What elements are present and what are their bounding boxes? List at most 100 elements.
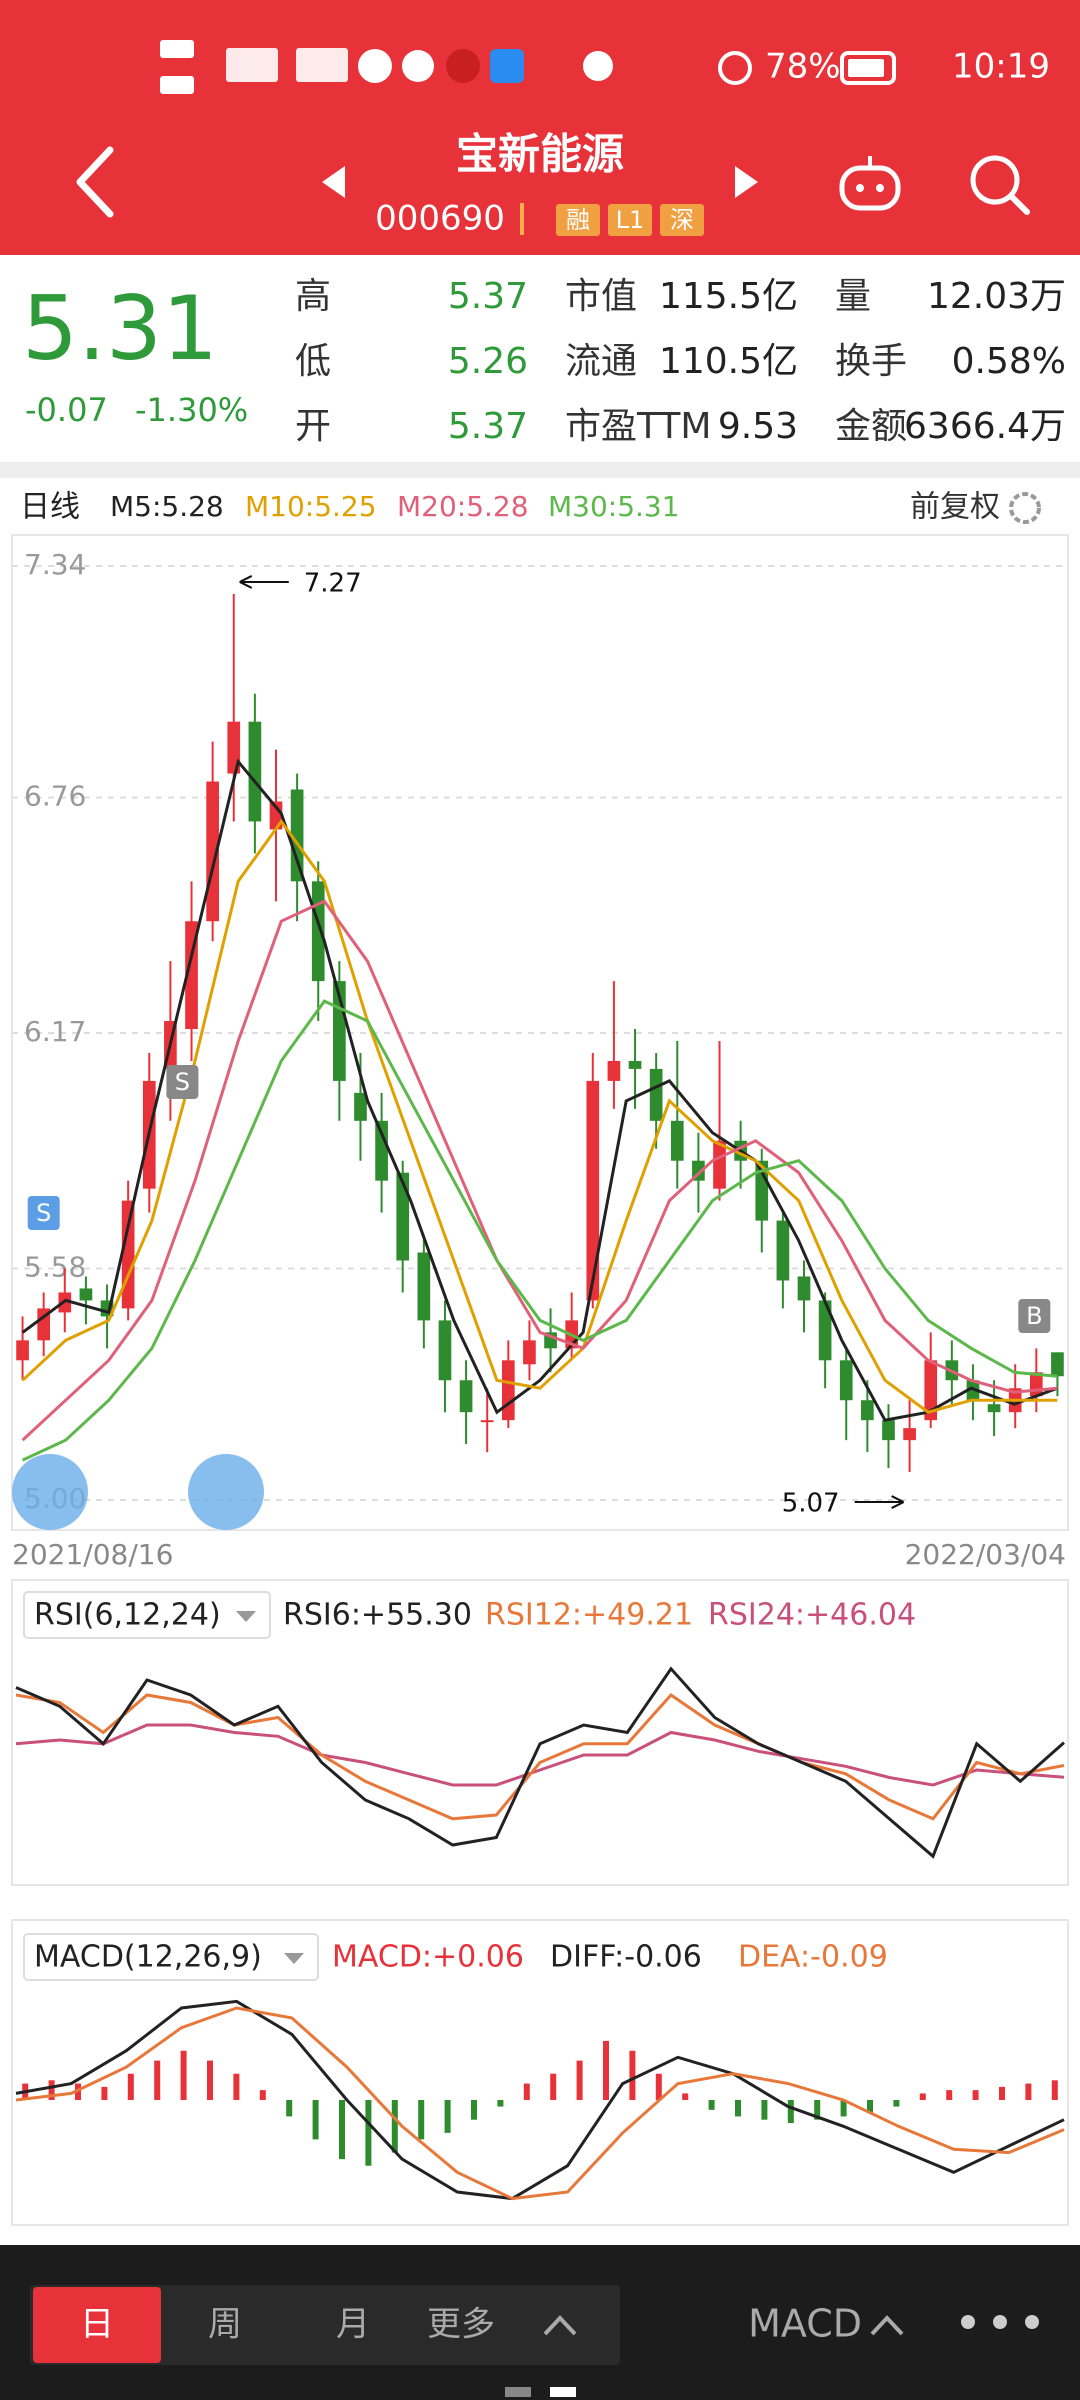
y-tick-label: 7.34 [24, 548, 86, 581]
period-label: 日线 [20, 490, 80, 525]
stat-value: 6366.4万 [904, 406, 1066, 447]
more-menu[interactable] [961, 2315, 1039, 2329]
float-button[interactable] [188, 1454, 264, 1530]
back-button[interactable] [76, 146, 114, 218]
nav-hint [550, 2387, 576, 2397]
stat-label: 金额 [835, 406, 907, 447]
adjust-button[interactable]: 前复权 [910, 490, 1000, 525]
max-label: 7.27 [304, 568, 362, 598]
tab-more[interactable]: 更多 [427, 2305, 495, 2345]
tag-bg [660, 204, 704, 236]
candle-body [882, 1420, 895, 1441]
stat-label: 市盈TTM [565, 406, 711, 447]
divider [520, 203, 524, 235]
tab-day[interactable]: 日 [80, 2305, 114, 2345]
candle-body [818, 1300, 832, 1361]
trade-marker [1018, 1299, 1051, 1333]
dropdown-arrow [236, 1611, 256, 1622]
rsi-line [15, 1693, 1065, 1821]
candle-body [501, 1360, 515, 1421]
y-tick-label: 5.58 [24, 1250, 86, 1283]
price-change-pct: -1.30% [135, 391, 248, 429]
icon [226, 48, 278, 82]
time: 10:19 [952, 47, 1050, 87]
ma-line [21, 818, 1058, 1414]
rsi-legend: RSI6:+55.30 [283, 1598, 472, 1633]
settings-icon[interactable] [1009, 492, 1041, 524]
rsi-line [15, 1723, 1065, 1787]
stock-name: 宝新能源 [456, 130, 624, 179]
stat-label: 量 [835, 276, 871, 317]
candle-body [713, 1140, 726, 1189]
icon [296, 48, 348, 82]
rsi-selector[interactable] [23, 1591, 271, 1639]
robot-icon[interactable] [839, 156, 901, 211]
ma-line [21, 999, 1058, 1462]
candle-body [628, 1060, 642, 1069]
ma-legend: M20:5.28 [397, 490, 529, 523]
stat-label: 低 [295, 341, 331, 382]
candle-body [16, 1340, 29, 1361]
last-price: 5.31 [22, 277, 218, 380]
candle-body [396, 1172, 410, 1261]
caret [870, 2315, 904, 2336]
ma-legend: M5:5.28 [110, 490, 224, 523]
ma-legend: M30:5.31 [548, 490, 680, 523]
float-button[interactable] [12, 1454, 88, 1530]
header-bg [0, 0, 1080, 255]
price-change: -0.07 [25, 391, 108, 429]
trade-marker [27, 1196, 60, 1230]
stat-value: 5.37 [448, 276, 528, 317]
macd-selector[interactable] [23, 1933, 319, 1981]
start-date: 2021/08/16 [12, 1538, 173, 1571]
stat-value: 115.5亿 [659, 276, 798, 317]
tag: 融 [566, 206, 590, 234]
dropdown-arrow [284, 1953, 304, 1964]
rsi-title: RSI(6,12,24) [34, 1598, 221, 1633]
tag-bg [608, 204, 652, 236]
stat-value: 12.03万 [927, 276, 1066, 317]
stat-label: 流通 [565, 341, 637, 382]
nav-hint [505, 2387, 531, 2397]
candle-body [459, 1380, 473, 1413]
candle-body [354, 1092, 367, 1121]
prev-stock[interactable] [322, 166, 345, 198]
candle-body [523, 1340, 536, 1365]
tab-week[interactable]: 周 [208, 2305, 242, 2345]
candle-body [903, 1428, 916, 1441]
rsi-panel [11, 1579, 1069, 1886]
icon [490, 49, 524, 83]
icon [583, 51, 613, 81]
trade-marker-label: S [175, 1068, 190, 1096]
tab-month[interactable]: 月 [336, 2305, 370, 2345]
rsi-line [15, 1666, 1065, 1859]
macd-legend: DEA:-0.09 [738, 1940, 888, 1975]
separator [0, 462, 1080, 478]
candle-body [248, 721, 262, 822]
icon [160, 76, 194, 94]
rsi-legend: RSI12:+49.21 [485, 1598, 693, 1633]
candle-body [649, 1068, 663, 1121]
candle-body [839, 1360, 853, 1401]
stat-value: 110.5亿 [659, 341, 798, 382]
battery-text: 78% [765, 47, 841, 87]
candle-body [417, 1252, 431, 1321]
candle-body [670, 1120, 684, 1161]
ma-line [21, 899, 1058, 1442]
candle-body [121, 1200, 135, 1309]
search-icon[interactable] [970, 155, 1030, 215]
ma-line [21, 758, 1058, 1422]
next-stock[interactable] [735, 166, 758, 198]
candle-body [586, 1080, 600, 1301]
y-tick-label: 6.76 [24, 780, 86, 813]
candle-body [290, 789, 304, 882]
stat-label: 开 [295, 406, 331, 447]
candle-body [375, 1120, 388, 1181]
candle-body [1051, 1352, 1064, 1377]
indicator-button[interactable]: MACD [748, 2302, 862, 2346]
trade-marker [166, 1065, 199, 1099]
caret [543, 2315, 577, 2336]
icon [358, 49, 392, 83]
tab-selected [33, 2287, 161, 2363]
ma-legend: M10:5.25 [245, 490, 377, 523]
